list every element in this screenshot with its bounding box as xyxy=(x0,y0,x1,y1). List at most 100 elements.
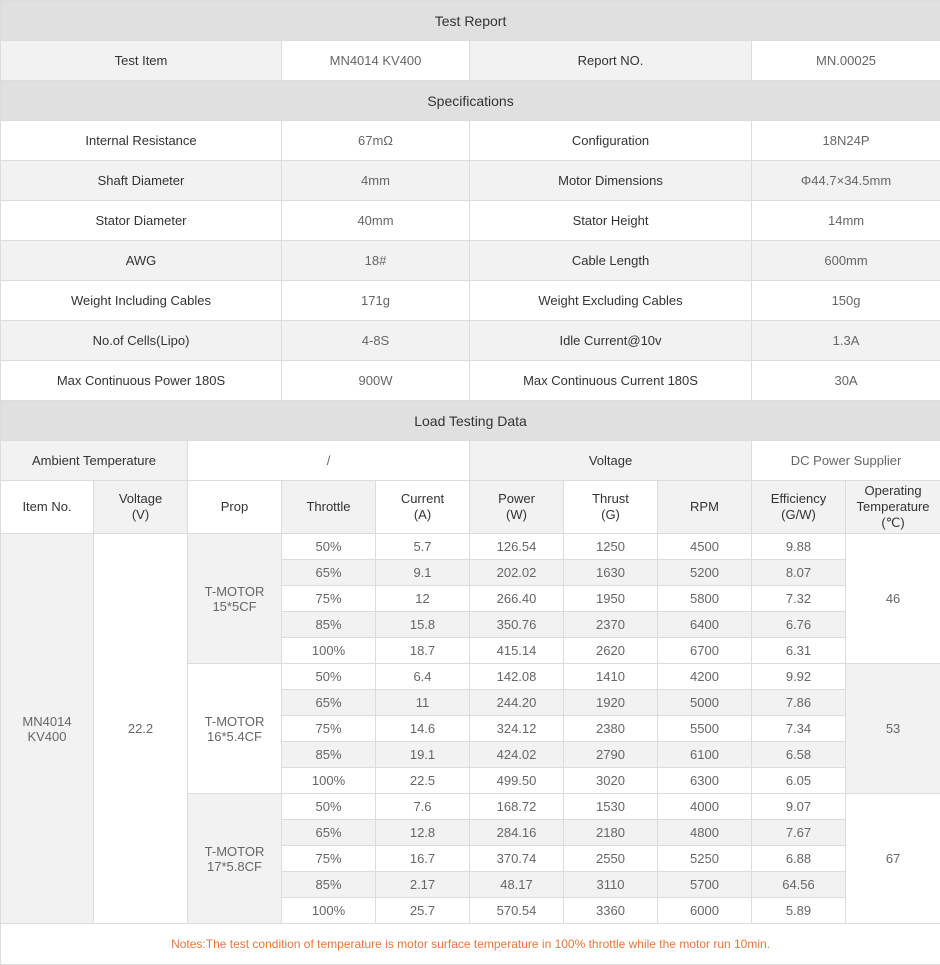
column-header: Throttle xyxy=(282,481,376,534)
data-cell: 3110 xyxy=(564,872,658,898)
spec-value: 600mm xyxy=(752,241,940,281)
text-line: (G/W) xyxy=(781,507,816,522)
spec-label: Cable Length xyxy=(470,241,752,281)
data-cell: 2550 xyxy=(564,846,658,872)
data-cell: 4000 xyxy=(658,794,752,820)
voltage-value: DC Power Supplier xyxy=(752,441,940,481)
data-cell: 6700 xyxy=(658,638,752,664)
spec-value: 1.3A xyxy=(752,321,940,361)
data-cell: 7.67 xyxy=(752,820,846,846)
text-line: RPM xyxy=(690,499,719,514)
data-cell: 2620 xyxy=(564,638,658,664)
spec-value: 67mΩ xyxy=(282,121,470,161)
text-line: 15*5CF xyxy=(212,599,256,614)
text-line: (W) xyxy=(506,507,527,522)
data-cell: 50% xyxy=(282,794,376,820)
data-cell: 7.6 xyxy=(376,794,470,820)
spec-value: 171g xyxy=(282,281,470,321)
spec-label: Max Continuous Current 180S xyxy=(470,361,752,401)
data-cell: 7.32 xyxy=(752,586,846,612)
text-line: (G) xyxy=(601,507,620,522)
data-cell: 6.31 xyxy=(752,638,846,664)
text-line: Throttle xyxy=(306,499,350,514)
data-cell: 6.4 xyxy=(376,664,470,690)
text-line: KV400 xyxy=(27,729,66,744)
data-cell: 16.7 xyxy=(376,846,470,872)
data-cell: 25.7 xyxy=(376,898,470,924)
data-cell: 12 xyxy=(376,586,470,612)
operating-temperature-cell: 67 xyxy=(846,794,940,924)
voltage-label: Voltage xyxy=(470,441,752,481)
data-cell: 18.7 xyxy=(376,638,470,664)
data-cell: 2.17 xyxy=(376,872,470,898)
data-cell: 2380 xyxy=(564,716,658,742)
data-cell: 75% xyxy=(282,846,376,872)
data-cell: 266.40 xyxy=(470,586,564,612)
spec-value: 150g xyxy=(752,281,940,321)
data-cell: 284.16 xyxy=(470,820,564,846)
data-cell: 5800 xyxy=(658,586,752,612)
data-cell: 9.92 xyxy=(752,664,846,690)
data-cell: 5000 xyxy=(658,690,752,716)
data-cell: 48.17 xyxy=(470,872,564,898)
operating-temperature-cell: 53 xyxy=(846,664,940,794)
spec-label: Internal Resistance xyxy=(1,121,282,161)
data-cell: 64.56 xyxy=(752,872,846,898)
spec-value: 18N24P xyxy=(752,121,940,161)
data-cell: 4500 xyxy=(658,534,752,560)
data-cell: 570.54 xyxy=(470,898,564,924)
spec-value: 18# xyxy=(282,241,470,281)
data-cell: 14.6 xyxy=(376,716,470,742)
notes-text: Notes:The test condition of temperature … xyxy=(1,924,940,965)
report-title: Test Report xyxy=(1,1,940,41)
data-cell: 5700 xyxy=(658,872,752,898)
data-cell: 3020 xyxy=(564,768,658,794)
data-cell: 350.76 xyxy=(470,612,564,638)
data-cell: 2790 xyxy=(564,742,658,768)
data-cell: 6.05 xyxy=(752,768,846,794)
data-cell: 370.74 xyxy=(470,846,564,872)
data-cell: 50% xyxy=(282,534,376,560)
spec-value: 4-8S xyxy=(282,321,470,361)
data-cell: 1630 xyxy=(564,560,658,586)
data-cell: 9.88 xyxy=(752,534,846,560)
text-line: Voltage xyxy=(119,491,162,506)
voltage-cell: 22.2 xyxy=(94,534,188,924)
data-cell: 100% xyxy=(282,898,376,924)
data-cell: 100% xyxy=(282,768,376,794)
data-cell: 7.34 xyxy=(752,716,846,742)
data-cell: 1530 xyxy=(564,794,658,820)
data-cell: 100% xyxy=(282,638,376,664)
text-line: Efficiency xyxy=(771,491,826,506)
data-cell: 75% xyxy=(282,586,376,612)
spec-label: Configuration xyxy=(470,121,752,161)
data-cell: 202.02 xyxy=(470,560,564,586)
data-cell: 2180 xyxy=(564,820,658,846)
report-no-label: Report NO. xyxy=(470,41,752,81)
data-cell: 65% xyxy=(282,560,376,586)
text-line: Thrust xyxy=(592,491,629,506)
text-line: MN4014 xyxy=(22,714,71,729)
column-header: Power(W) xyxy=(470,481,564,534)
spec-label: Stator Diameter xyxy=(1,201,282,241)
data-cell: 11 xyxy=(376,690,470,716)
data-cell: 19.1 xyxy=(376,742,470,768)
operating-temperature-cell: 46 xyxy=(846,534,940,664)
text-line: 17*5.8CF xyxy=(207,859,262,874)
spec-value: 900W xyxy=(282,361,470,401)
text-line: 16*5.4CF xyxy=(207,729,262,744)
data-cell: 22.5 xyxy=(376,768,470,794)
data-cell: 4200 xyxy=(658,664,752,690)
data-cell: 85% xyxy=(282,872,376,898)
load-testing-title: Load Testing Data xyxy=(1,401,940,441)
spec-label: Idle Current@10v xyxy=(470,321,752,361)
spec-label: Shaft Diameter xyxy=(1,161,282,201)
